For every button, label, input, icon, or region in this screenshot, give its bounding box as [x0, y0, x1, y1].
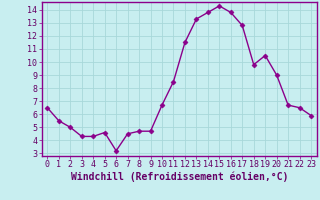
X-axis label: Windchill (Refroidissement éolien,°C): Windchill (Refroidissement éolien,°C) — [70, 172, 288, 182]
